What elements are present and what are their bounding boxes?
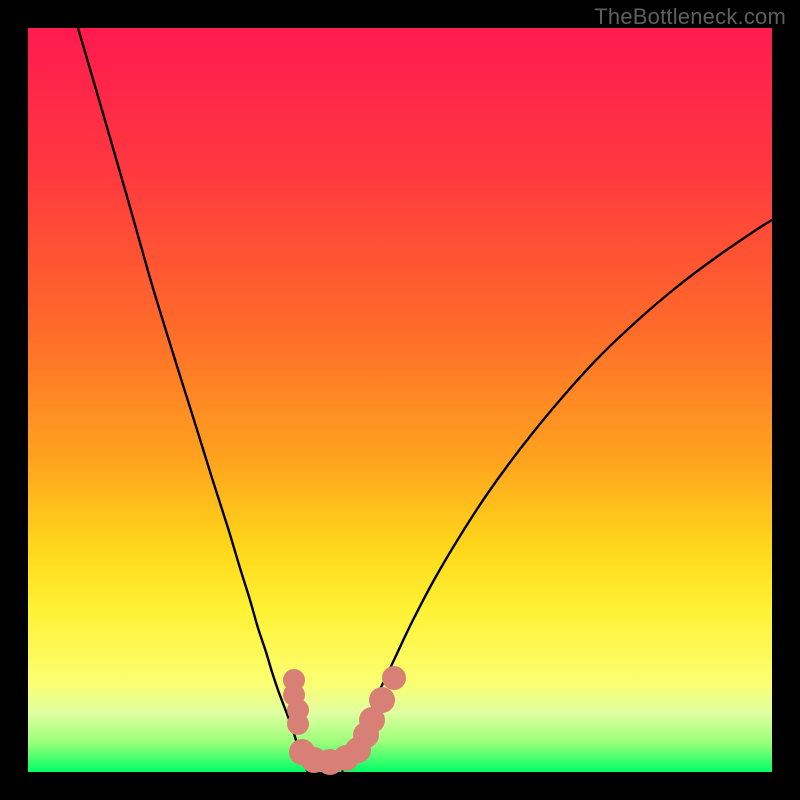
chart-marker	[287, 713, 309, 735]
chart-marker	[369, 687, 395, 713]
chart-marker	[382, 666, 406, 690]
bottleneck-curve-left	[78, 28, 308, 772]
bottleneck-curve-right	[342, 220, 772, 772]
watermark-text: TheBottleneck.com	[594, 4, 786, 30]
chart-overlay	[0, 0, 800, 800]
chart-marker-group	[283, 666, 406, 775]
